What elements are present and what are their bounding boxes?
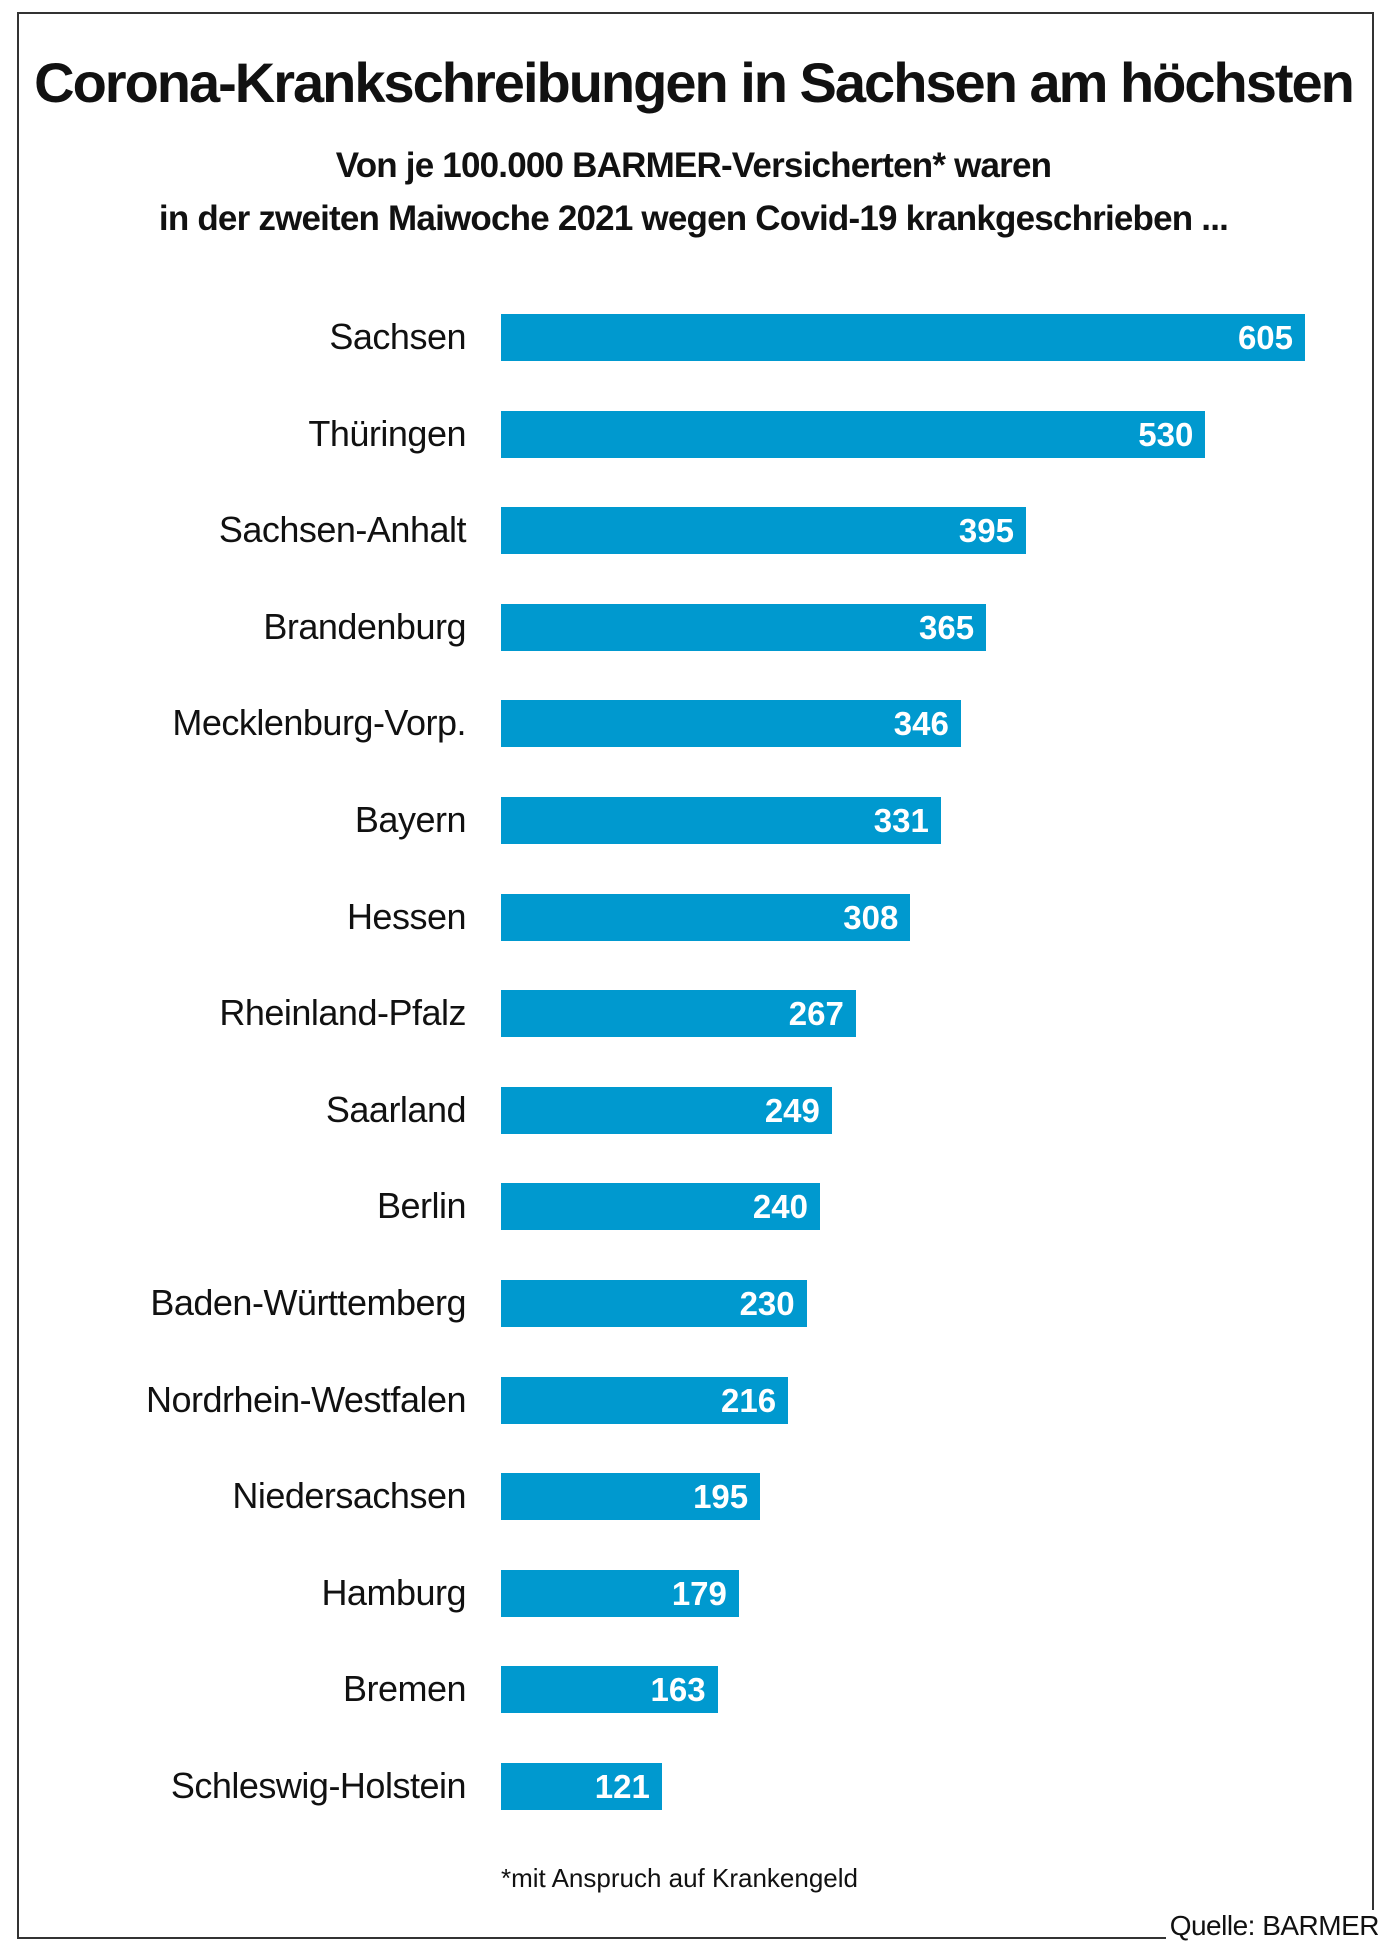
- category-label: Rheinland-Pfalz: [219, 992, 466, 1034]
- data-label: 395: [958, 512, 1014, 550]
- data-label: 605: [1237, 319, 1293, 356]
- bar: 267: [501, 990, 856, 1038]
- bar: 308: [501, 893, 911, 941]
- data-label: 308: [843, 898, 899, 936]
- bar: 249: [501, 1086, 832, 1134]
- data-label: 179: [671, 1574, 727, 1612]
- category-label: Thüringen: [308, 412, 466, 454]
- category-label: Saarland: [325, 1088, 467, 1130]
- data-label: 163: [650, 1671, 706, 1709]
- bar: 216: [501, 1376, 789, 1424]
- category-label: Berlin: [376, 1185, 467, 1227]
- chart-subtitle-line-2: in der zweiten Maiwoche 2021 wegen Covid…: [158, 199, 1229, 238]
- bar: 365: [501, 603, 987, 651]
- chart-frame: [17, 12, 1374, 1939]
- category-label: Brandenburg: [263, 605, 466, 647]
- bar: 605: [501, 314, 1305, 361]
- data-label: 346: [893, 705, 949, 743]
- data-label: 240: [752, 1188, 808, 1226]
- bar: 195: [501, 1473, 761, 1521]
- category-label: Mecklenburg-Vorp.: [172, 702, 466, 744]
- bar: 230: [501, 1280, 807, 1327]
- chart-title: Corona-Krankschreibungen in Sachsen am h…: [34, 51, 1355, 114]
- category-label: Bremen: [342, 1668, 467, 1710]
- bar: 331: [501, 797, 941, 844]
- data-label: 230: [739, 1285, 795, 1322]
- data-label: 249: [764, 1091, 820, 1129]
- category-label: Baden-Württemberg: [150, 1282, 466, 1323]
- bar: 530: [501, 410, 1206, 458]
- category-label: Bayern: [354, 799, 467, 840]
- bar: 240: [501, 1183, 820, 1231]
- source-note: Quelle: BARMER: [1165, 1910, 1380, 1942]
- category-label: Schleswig-Holstein: [170, 1765, 467, 1806]
- category-label: Nordrhein-Westfalen: [146, 1378, 466, 1420]
- data-label: 331: [873, 802, 929, 839]
- bar: 346: [501, 700, 961, 748]
- data-label: 365: [918, 608, 975, 646]
- footnote: *mit Anspruch auf Krankengeld: [501, 1863, 858, 1893]
- data-label: 530: [1138, 415, 1194, 453]
- data-label: 121: [594, 1768, 650, 1805]
- category-label: Hessen: [346, 895, 467, 937]
- category-label: Niedersachsen: [232, 1475, 466, 1517]
- data-label: 267: [788, 995, 844, 1033]
- category-label: Sachsen: [329, 316, 466, 357]
- data-label: 216: [720, 1381, 777, 1419]
- bar: 395: [501, 507, 1026, 555]
- chart-subtitle-line-1: Von je 100.000 BARMER-Versicherten* ware…: [335, 146, 1052, 185]
- bar: 163: [501, 1666, 718, 1714]
- bar: 121: [501, 1763, 662, 1810]
- bar: 179: [501, 1569, 739, 1617]
- data-label: 195: [693, 1478, 749, 1516]
- category-label: Hamburg: [321, 1571, 466, 1613]
- category-label: Sachsen-Anhalt: [218, 509, 467, 551]
